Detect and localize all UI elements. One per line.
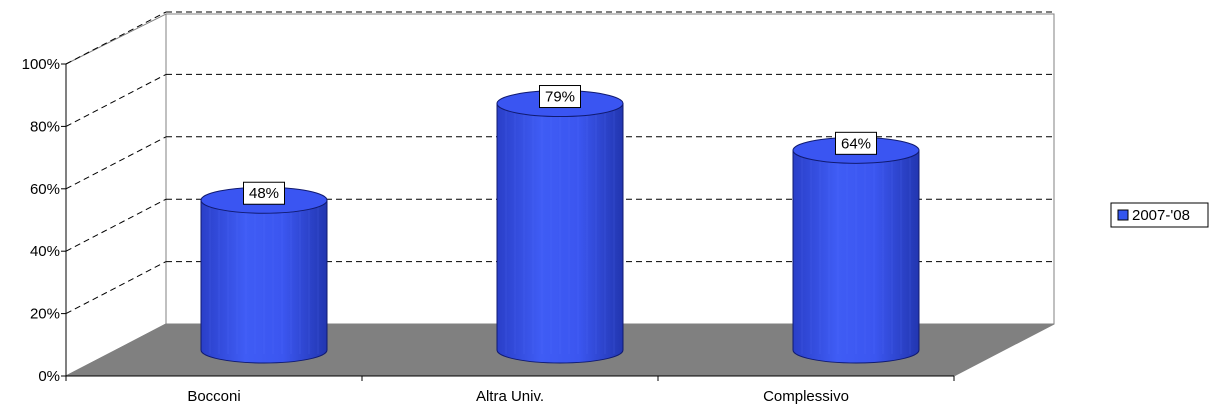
gridline-side bbox=[65, 73, 167, 127]
gridline-side bbox=[65, 136, 167, 190]
x-category-label: Complessivo bbox=[763, 388, 849, 405]
y-tick-label: 20% bbox=[30, 306, 60, 323]
bar-body bbox=[200, 199, 328, 364]
y-tick-label: 0% bbox=[38, 368, 60, 385]
gridline-side bbox=[65, 198, 167, 252]
y-tick-label: 40% bbox=[30, 243, 60, 260]
gridline-side bbox=[65, 11, 167, 65]
legend-swatch bbox=[1117, 209, 1129, 221]
x-axis-ticks: Bocconi Altra Univ. Complessivo bbox=[65, 376, 955, 405]
y-axis-ticks: 0% 20% 40% 60% 80% 100% bbox=[22, 56, 66, 385]
data-label: 64% bbox=[835, 131, 877, 155]
legend-label: 2007-'08 bbox=[1132, 207, 1190, 224]
data-label-box bbox=[835, 131, 877, 155]
x-category-label: Bocconi bbox=[187, 388, 240, 405]
data-label-text: 79% bbox=[545, 89, 575, 106]
side-wall bbox=[65, 13, 167, 377]
bars bbox=[200, 90, 920, 364]
data-label-box bbox=[243, 181, 285, 205]
data-labels: 48% 79% 64% bbox=[243, 85, 877, 205]
x-category-label: Altra Univ. bbox=[476, 388, 544, 405]
gridline-side bbox=[65, 261, 167, 315]
data-label-text: 48% bbox=[249, 185, 279, 202]
data-label: 48% bbox=[243, 181, 285, 205]
bar-body bbox=[496, 103, 624, 364]
bar bbox=[200, 186, 328, 364]
data-label-text: 64% bbox=[841, 135, 871, 152]
data-label: 79% bbox=[539, 85, 581, 109]
bar bbox=[792, 136, 920, 364]
legend: 2007-'08 bbox=[1110, 202, 1209, 228]
data-label-box bbox=[539, 85, 581, 109]
y-tick-label: 100% bbox=[22, 56, 60, 73]
y-tick-label: 60% bbox=[30, 181, 60, 198]
bar bbox=[496, 90, 624, 364]
bar-body bbox=[792, 149, 920, 364]
y-tick-label: 80% bbox=[30, 118, 60, 135]
